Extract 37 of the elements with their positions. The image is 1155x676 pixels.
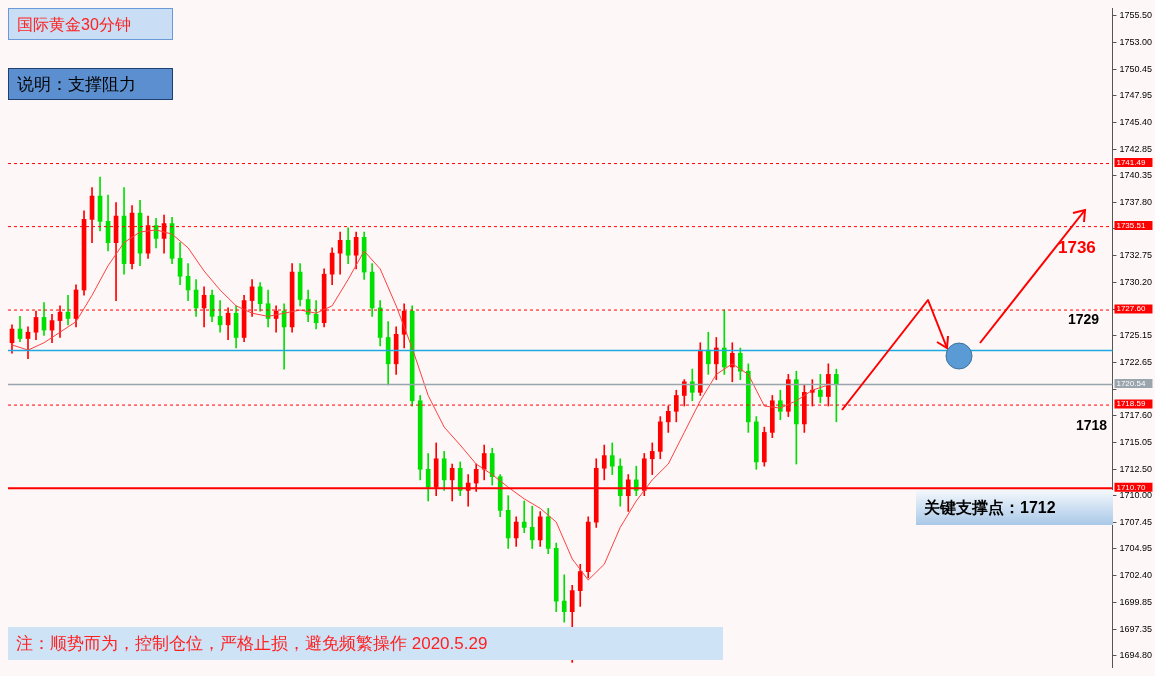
y-tick-label: 1699.85: [1119, 597, 1153, 608]
chart-title: 国际黄金30分钟: [8, 8, 173, 40]
annotation: 1729: [1068, 311, 1100, 327]
annotation: 1736: [1058, 238, 1096, 258]
y-tick-label: 1702.40: [1119, 570, 1153, 581]
y-tick-label: 1710.00: [1119, 490, 1153, 501]
y-tick-label: 1722.65: [1119, 356, 1153, 367]
y-tick-label: 1737.80: [1119, 196, 1153, 207]
y-tick-label: 1717.60: [1119, 410, 1153, 421]
ref-line-label: 1718.59: [1116, 399, 1146, 409]
y-tick-label: 1694.80: [1119, 650, 1153, 661]
ref-line-label: 1727.60: [1116, 304, 1146, 314]
y-tick-label: 1742.85: [1119, 143, 1153, 154]
y-tick-label: 1697.35: [1119, 623, 1153, 634]
annotation: 1718: [1076, 417, 1108, 433]
ref-line-label: 1720.54: [1116, 378, 1146, 388]
y-tick-label: 1730.20: [1119, 277, 1153, 288]
y-tick-label: 1712.50: [1119, 463, 1153, 474]
ref-line-label: 1735.51: [1116, 220, 1146, 230]
candlestick: [561, 574, 567, 623]
annotation: 关键支撑点：1712: [924, 498, 1056, 518]
y-tick-label: 1715.05: [1119, 436, 1153, 447]
y-tick-label: 1725.15: [1119, 330, 1153, 341]
ref-line-label: 1741.49: [1116, 157, 1146, 167]
y-tick-label: 1755.50: [1119, 10, 1153, 21]
y-tick-label: 1750.45: [1119, 63, 1153, 74]
y-tick-label: 1747.95: [1119, 89, 1153, 100]
y-tick-label: 1745.40: [1119, 116, 1153, 127]
y-tick-label: 1740.35: [1119, 170, 1153, 181]
annotation: 注：顺势而为，控制仓位，严格止损，避免频繁操作 2020.5.29: [16, 633, 488, 655]
y-tick-label: 1704.95: [1119, 543, 1153, 554]
candlestick: [521, 500, 527, 533]
y-tick-label: 1753.00: [1119, 36, 1153, 47]
text: 说明：支撑阻力: [8, 68, 173, 100]
y-tick-label: 1732.75: [1119, 250, 1153, 261]
ref-line-label: 1710.70: [1116, 482, 1146, 492]
y-tick-label: 1707.45: [1119, 517, 1153, 528]
